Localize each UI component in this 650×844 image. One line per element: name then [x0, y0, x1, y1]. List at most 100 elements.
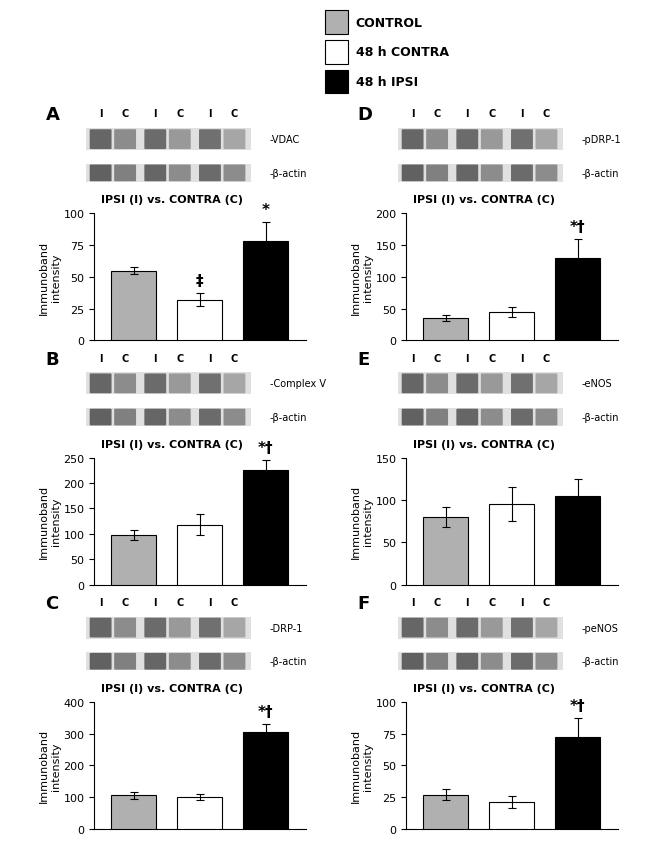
FancyBboxPatch shape	[144, 374, 166, 394]
FancyBboxPatch shape	[426, 409, 448, 426]
Text: *†: *†	[258, 704, 274, 719]
Text: C: C	[231, 597, 238, 607]
FancyBboxPatch shape	[114, 653, 136, 670]
Text: C: C	[46, 594, 58, 612]
Text: E: E	[358, 350, 370, 368]
Text: I: I	[411, 597, 414, 607]
FancyBboxPatch shape	[481, 130, 502, 150]
Text: -pDRP-1: -pDRP-1	[582, 135, 621, 145]
Text: I: I	[208, 353, 212, 363]
Text: 48 h CONTRA: 48 h CONTRA	[356, 46, 448, 59]
FancyBboxPatch shape	[536, 374, 558, 394]
Bar	[177, 797, 222, 829]
Text: -β-actin: -β-actin	[270, 169, 307, 179]
Bar	[244, 732, 289, 829]
Bar	[556, 496, 601, 585]
Bar	[556, 258, 601, 341]
FancyBboxPatch shape	[402, 409, 424, 426]
FancyBboxPatch shape	[90, 165, 112, 182]
Bar	[244, 242, 289, 341]
Text: I: I	[153, 109, 157, 119]
FancyBboxPatch shape	[511, 409, 533, 426]
Text: -VDAC: -VDAC	[270, 135, 300, 145]
Bar	[86, 129, 252, 151]
FancyBboxPatch shape	[402, 374, 424, 394]
Text: I: I	[208, 109, 212, 119]
FancyBboxPatch shape	[426, 165, 448, 182]
Text: I: I	[465, 353, 469, 363]
FancyBboxPatch shape	[456, 618, 478, 638]
Text: C: C	[122, 597, 129, 607]
FancyBboxPatch shape	[199, 653, 221, 670]
FancyBboxPatch shape	[199, 374, 221, 394]
FancyBboxPatch shape	[456, 130, 478, 150]
Text: C: C	[488, 597, 495, 607]
Text: C: C	[231, 353, 238, 363]
Bar	[111, 796, 156, 829]
Text: I: I	[465, 109, 469, 119]
Text: I: I	[208, 597, 212, 607]
FancyBboxPatch shape	[511, 653, 533, 670]
Text: C: C	[434, 353, 441, 363]
Text: -peNOS: -peNOS	[582, 623, 619, 633]
Text: I: I	[99, 109, 102, 119]
Text: I: I	[465, 597, 469, 607]
Text: I: I	[411, 109, 414, 119]
Y-axis label: Immunoband
intensity: Immunoband intensity	[351, 484, 372, 559]
Text: A: A	[46, 106, 59, 124]
FancyBboxPatch shape	[90, 374, 112, 394]
FancyBboxPatch shape	[536, 618, 558, 638]
Text: C: C	[543, 109, 550, 119]
FancyBboxPatch shape	[90, 409, 112, 426]
Text: I: I	[99, 353, 102, 363]
FancyBboxPatch shape	[114, 618, 136, 638]
FancyBboxPatch shape	[224, 618, 246, 638]
Text: C: C	[176, 597, 183, 607]
FancyBboxPatch shape	[536, 130, 558, 150]
Text: -Complex V: -Complex V	[270, 379, 326, 389]
Bar	[244, 471, 289, 585]
Text: *: *	[262, 203, 270, 218]
FancyBboxPatch shape	[402, 653, 424, 670]
FancyBboxPatch shape	[536, 653, 558, 670]
FancyBboxPatch shape	[169, 130, 190, 150]
FancyBboxPatch shape	[114, 409, 136, 426]
FancyBboxPatch shape	[199, 409, 221, 426]
FancyBboxPatch shape	[144, 165, 166, 182]
Text: -β-actin: -β-actin	[582, 657, 619, 667]
Text: I: I	[99, 597, 102, 607]
FancyBboxPatch shape	[224, 653, 246, 670]
Text: D: D	[358, 106, 372, 124]
FancyBboxPatch shape	[511, 130, 533, 150]
Text: C: C	[122, 353, 129, 363]
Text: -eNOS: -eNOS	[582, 379, 612, 389]
FancyBboxPatch shape	[90, 653, 112, 670]
Text: C: C	[543, 597, 550, 607]
FancyBboxPatch shape	[144, 653, 166, 670]
Y-axis label: Immunoband
intensity: Immunoband intensity	[351, 728, 372, 803]
FancyBboxPatch shape	[199, 165, 221, 182]
Text: C: C	[434, 597, 441, 607]
Text: IPSI (I) vs. CONTRA (C): IPSI (I) vs. CONTRA (C)	[101, 195, 243, 205]
FancyBboxPatch shape	[169, 653, 190, 670]
Bar	[86, 373, 252, 395]
Y-axis label: Immunoband
intensity: Immunoband intensity	[39, 728, 60, 803]
FancyBboxPatch shape	[511, 374, 533, 394]
FancyBboxPatch shape	[144, 618, 166, 638]
Bar	[398, 408, 564, 427]
FancyBboxPatch shape	[90, 618, 112, 638]
FancyBboxPatch shape	[144, 409, 166, 426]
Text: IPSI (I) vs. CONTRA (C): IPSI (I) vs. CONTRA (C)	[413, 439, 555, 449]
Text: -β-actin: -β-actin	[270, 413, 307, 423]
Y-axis label: Immunoband
intensity: Immunoband intensity	[351, 241, 372, 315]
Text: C: C	[231, 109, 238, 119]
Bar	[398, 165, 564, 183]
Text: -β-actin: -β-actin	[270, 657, 307, 667]
Text: I: I	[520, 109, 524, 119]
FancyBboxPatch shape	[169, 374, 190, 394]
FancyBboxPatch shape	[456, 374, 478, 394]
Text: 48 h IPSI: 48 h IPSI	[356, 76, 418, 89]
Text: C: C	[176, 353, 183, 363]
FancyBboxPatch shape	[402, 618, 424, 638]
Text: C: C	[488, 109, 495, 119]
